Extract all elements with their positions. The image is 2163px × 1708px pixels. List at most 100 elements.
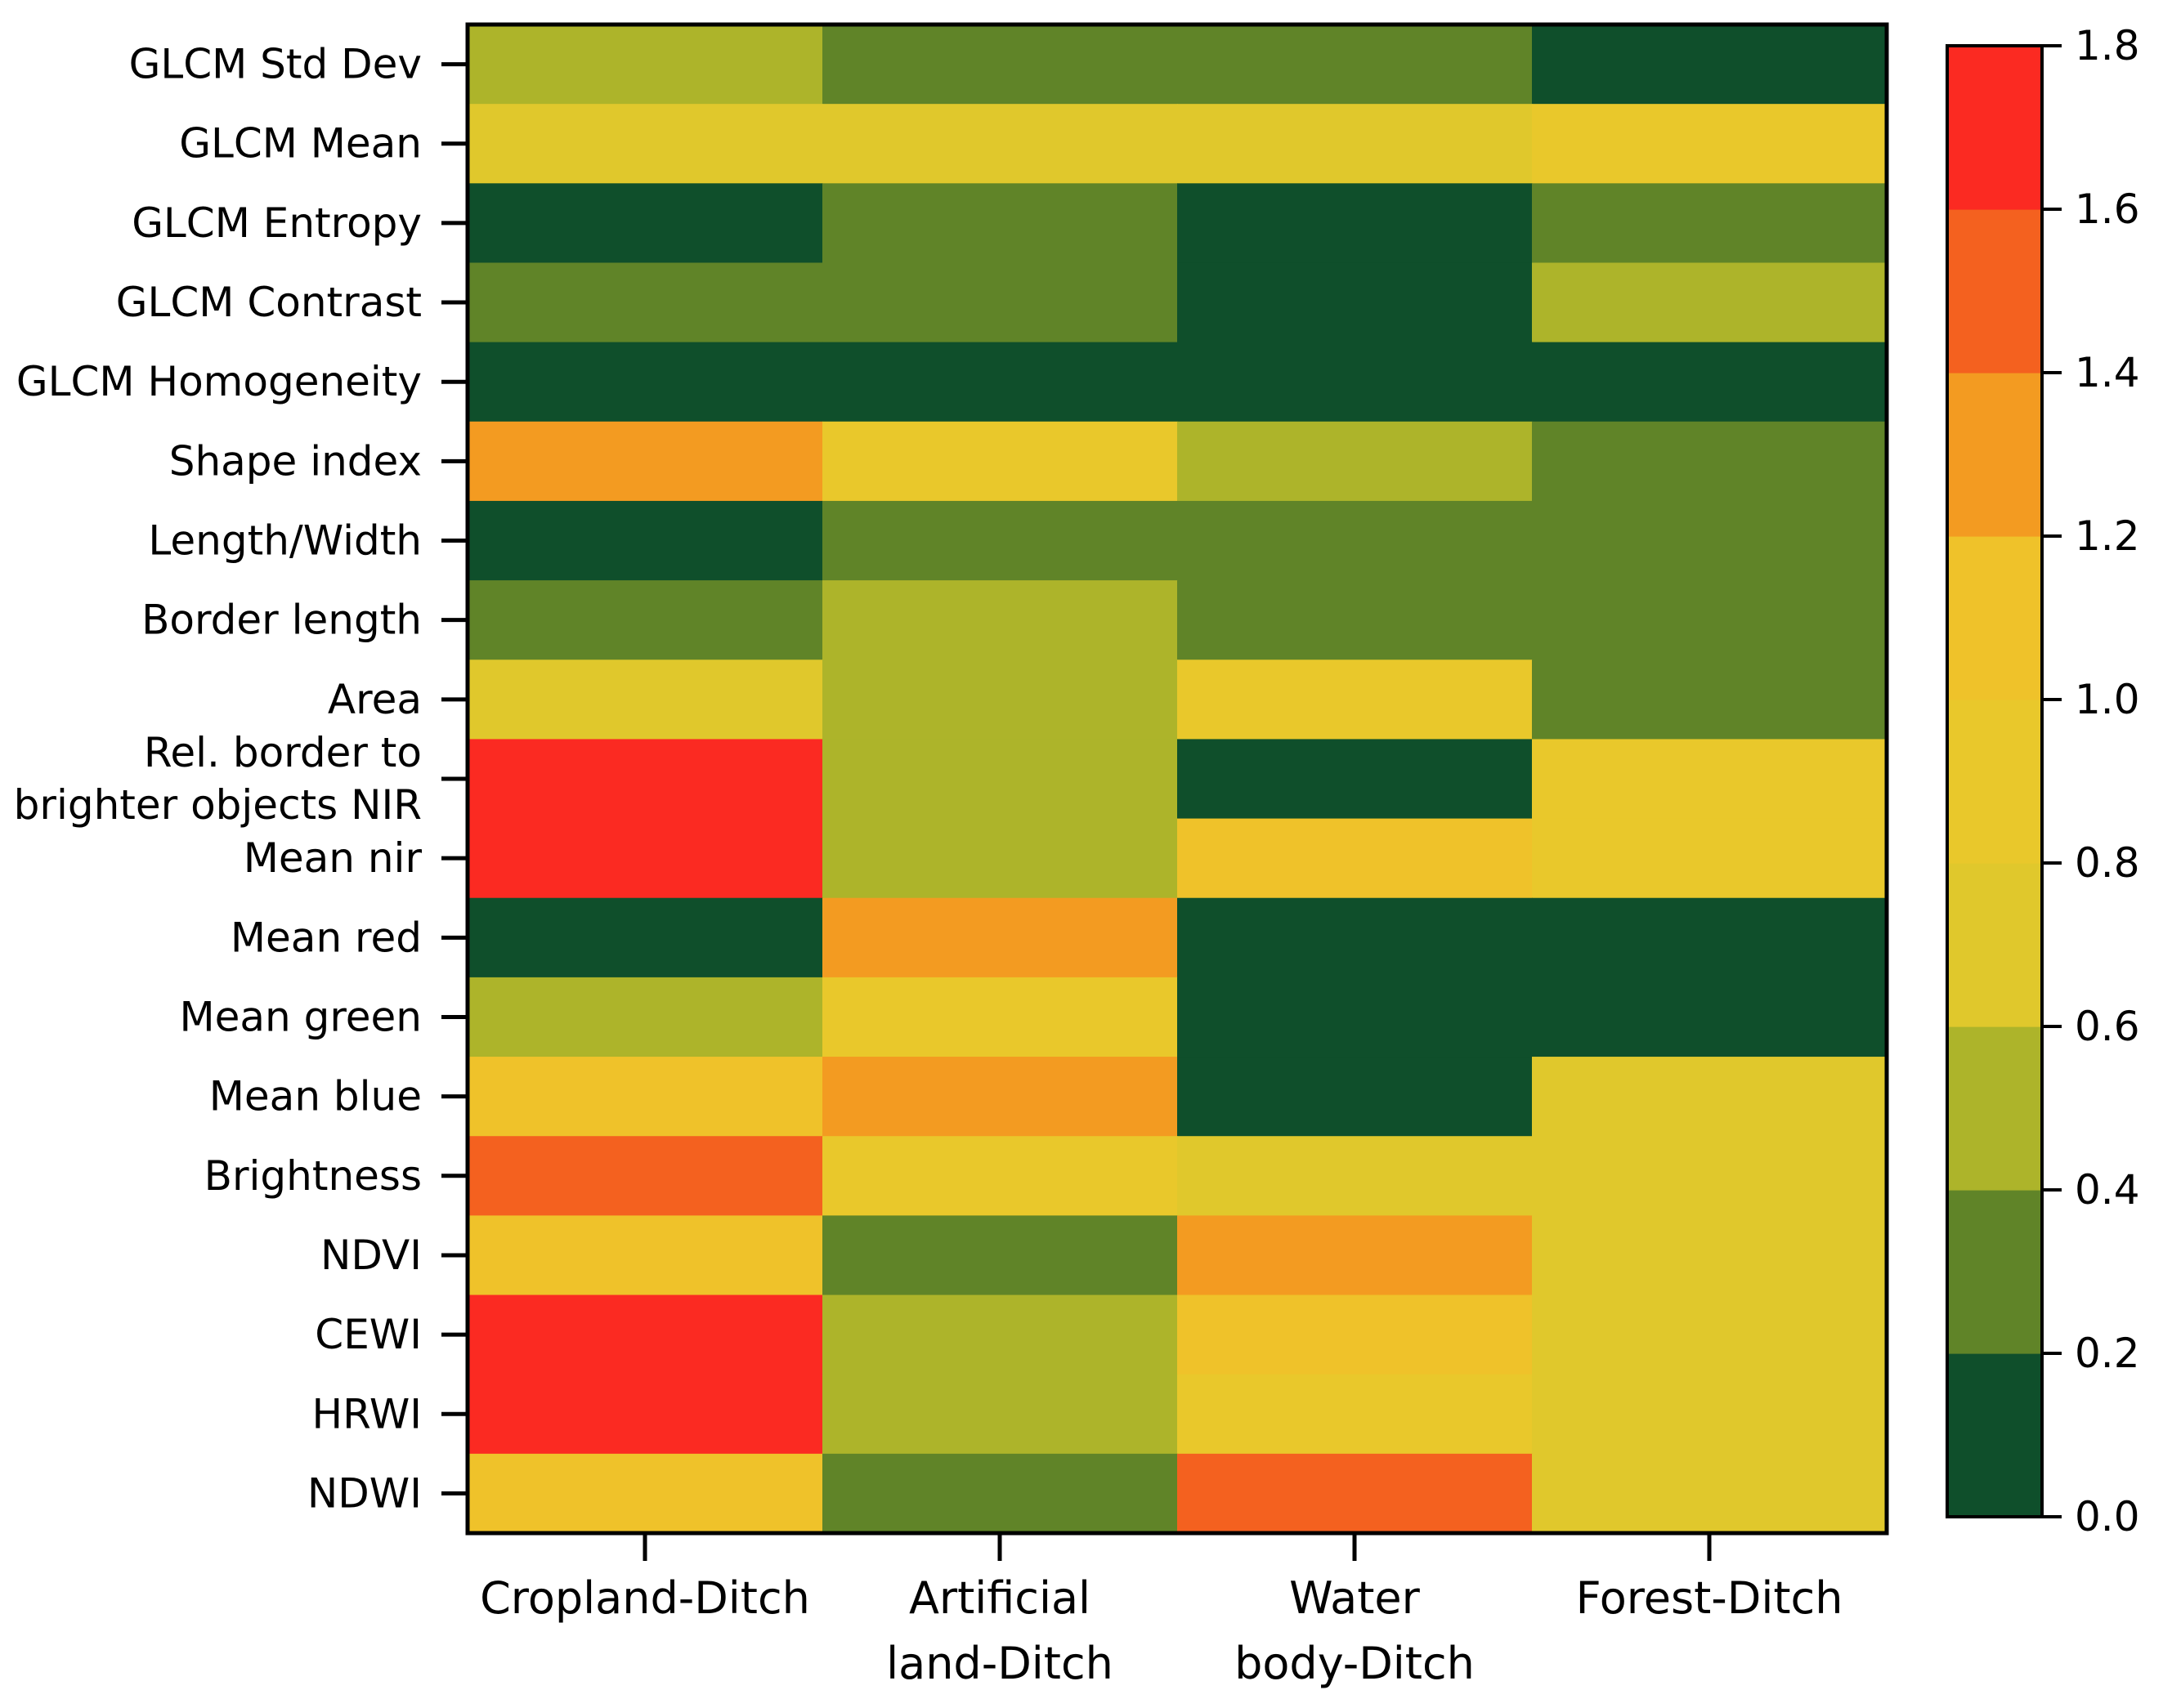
heatmap-cell xyxy=(1177,1374,1533,1455)
y-tick-label: GLCM Mean xyxy=(179,120,422,168)
y-tick-label: GLCM Entropy xyxy=(132,199,422,247)
heatmap-cell xyxy=(1177,25,1533,105)
y-tick-label: CEWI xyxy=(315,1311,422,1358)
heatmap-cell xyxy=(1177,1136,1533,1216)
heatmap-cell xyxy=(1532,500,1888,581)
heatmap-cell xyxy=(822,580,1178,660)
heatmap-cell xyxy=(1177,1057,1533,1137)
colorbar-bin xyxy=(1947,373,2042,537)
y-tick-label: Brightness xyxy=(204,1152,422,1200)
heatmap-cell xyxy=(1532,977,1888,1057)
colorbar-bin xyxy=(1947,209,2042,373)
heatmap-cell xyxy=(1532,183,1888,264)
heatmap-cell xyxy=(1177,1294,1533,1375)
heatmap-cell xyxy=(468,25,823,105)
heatmap-cell xyxy=(1532,1136,1888,1216)
heatmap-cell xyxy=(1177,739,1533,820)
x-tick-label: Artificial land-Ditch xyxy=(886,1572,1113,1689)
colorbar-bin xyxy=(1947,536,2042,700)
colorbar-tick-label: 0.4 xyxy=(2075,1166,2140,1214)
heatmap-cell xyxy=(468,1294,823,1375)
heatmap-cell xyxy=(1532,342,1888,423)
heatmap-cell xyxy=(822,183,1178,264)
y-tick-label: Mean red xyxy=(231,914,422,961)
y-tick-label: Area xyxy=(328,676,422,723)
y-tick-label: Rel. border to brighter objects NIR xyxy=(14,729,422,829)
heatmap-cell xyxy=(1532,25,1888,105)
heatmap-cell xyxy=(1532,739,1888,820)
y-tick-label: GLCM Contrast xyxy=(116,279,422,326)
y-tick-label: Mean green xyxy=(179,993,422,1040)
heatmap-cell xyxy=(1177,580,1533,660)
heatmap-cell xyxy=(1532,104,1888,184)
y-tick-label: GLCM Std Dev xyxy=(129,41,422,88)
heatmap-cell xyxy=(468,897,823,978)
heatmap-cell xyxy=(1177,818,1533,899)
heatmap-cell xyxy=(822,977,1178,1057)
heatmap-cell xyxy=(468,818,823,899)
heatmap-cell xyxy=(1532,421,1888,502)
x-axis: Cropland-Ditch Artificial land-Ditch Water b… xyxy=(480,1533,1843,1689)
heatmap-cell xyxy=(822,104,1178,184)
heatmap-cell xyxy=(1177,977,1533,1057)
y-tick-label: NDVI xyxy=(320,1232,422,1279)
y-tick-label: Shape index xyxy=(169,437,422,485)
colorbar-tick-label: 1.4 xyxy=(2075,349,2140,396)
colorbar-bin xyxy=(1947,1026,2042,1191)
heatmap-cell xyxy=(1177,342,1533,423)
heatmap-cell xyxy=(1177,897,1533,978)
heatmap-cell xyxy=(822,818,1178,899)
heatmap-cell xyxy=(468,1374,823,1455)
y-tick-label: Mean blue xyxy=(209,1073,422,1120)
y-axis: GLCM Std Dev GLCM Mean GLCM Entropy GLCM Co… xyxy=(14,41,468,1517)
heatmap-cell xyxy=(468,1453,823,1534)
heatmap-cell xyxy=(468,183,823,264)
heatmap-cell xyxy=(1177,500,1533,581)
heatmap-cell xyxy=(1532,1294,1888,1375)
heatmap-cell xyxy=(1532,262,1888,343)
colorbar-tick-label: 0.8 xyxy=(2075,839,2140,887)
heatmap-cells xyxy=(468,25,1888,1534)
heatmap-cell xyxy=(1177,1215,1533,1296)
heatmap-cell xyxy=(1532,818,1888,899)
colorbar: 0.0 0.2 0.4 0.6 0.8 1.0 1.2 1.4 1.6 1.8 xyxy=(1946,22,2140,1540)
x-tick-label: Water body-Ditch xyxy=(1234,1572,1475,1689)
colorbar-frame xyxy=(1946,44,2044,1518)
colorbar-bin xyxy=(1947,46,2042,210)
heatmap-cell xyxy=(468,739,823,820)
heatmap-cell xyxy=(468,262,823,343)
heatmap-cell xyxy=(468,421,823,502)
heatmap-cell xyxy=(822,1294,1178,1375)
heatmap-cell xyxy=(822,262,1178,343)
heatmap-cell xyxy=(1532,1453,1888,1534)
colorbar-tick-label: 1.6 xyxy=(2075,186,2140,233)
heatmap-cell xyxy=(822,897,1178,978)
heatmap-cell xyxy=(468,1057,823,1137)
heatmap-cell xyxy=(1532,1215,1888,1296)
heatmap-cell xyxy=(822,1215,1178,1296)
heatmap-cell xyxy=(468,1215,823,1296)
colorbar-tick-label: 1.8 xyxy=(2075,22,2140,69)
heatmap-cell xyxy=(1532,580,1888,660)
heatmap-cell xyxy=(822,660,1178,740)
heatmap-cell xyxy=(822,1057,1178,1137)
heatmap-cell xyxy=(468,977,823,1057)
colorbar-tick-label: 1.0 xyxy=(2075,676,2140,723)
colorbar-tick-label: 1.2 xyxy=(2075,512,2140,560)
heatmap-cell xyxy=(468,500,823,581)
heatmap-cell xyxy=(1177,262,1533,343)
y-tick-label: Border length xyxy=(141,597,422,644)
heatmap-cell xyxy=(468,104,823,184)
heatmap-cell xyxy=(468,342,823,423)
colorbar-bin xyxy=(1947,1353,2042,1518)
y-tick-label: GLCM Homogeneity xyxy=(16,358,422,405)
colorbar-tick-label: 0.6 xyxy=(2075,1003,2140,1050)
heatmap-cell xyxy=(468,1136,823,1216)
heatmap-cell xyxy=(1177,1453,1533,1534)
heatmap-cell xyxy=(468,660,823,740)
colorbar-bin xyxy=(1947,863,2042,1027)
colorbar-tick-label: 0.2 xyxy=(2075,1330,2140,1377)
x-tick-label: Forest-Ditch xyxy=(1576,1572,1843,1624)
colorbar-bin xyxy=(1947,1190,2042,1354)
